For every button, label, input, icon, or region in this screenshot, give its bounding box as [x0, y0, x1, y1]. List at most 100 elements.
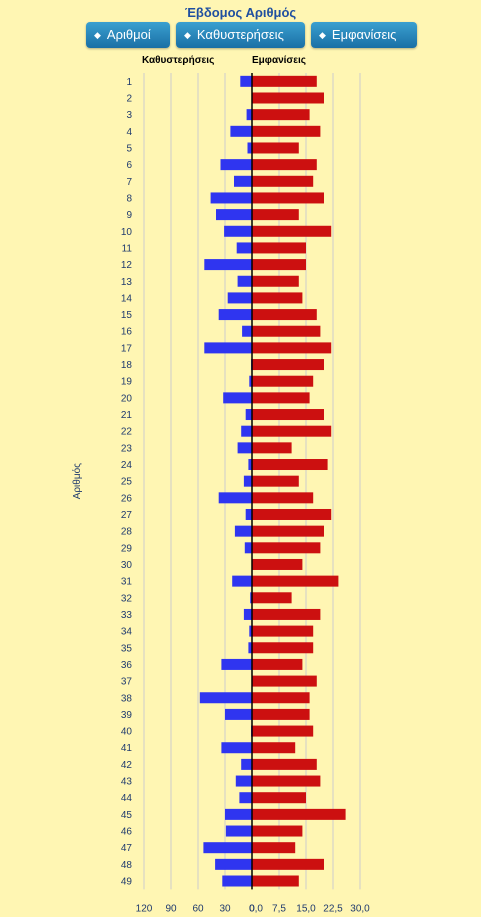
appearances-button-label: Εμφανίσεις [331, 27, 397, 42]
appearance-bar [252, 525, 324, 537]
appearance-bar [252, 758, 317, 770]
category-label: 12 [121, 260, 133, 271]
delay-bar [204, 259, 252, 271]
appearances-button[interactable]: ◆ Εμφανίσεις [311, 22, 417, 48]
delay-bar [199, 692, 252, 704]
category-label: 37 [121, 677, 133, 688]
category-label: 23 [121, 443, 133, 454]
appearance-bar [252, 775, 321, 787]
delay-bar [244, 542, 252, 554]
category-label: 48 [121, 860, 133, 871]
sort-icon: ◆ [184, 30, 191, 40]
delay-bar [248, 459, 252, 471]
category-label: 22 [121, 427, 133, 438]
appearance-bar [252, 808, 346, 820]
delay-bar [210, 192, 252, 204]
x-tick-label: 90 [165, 903, 177, 914]
appearance-bar [252, 92, 324, 104]
delay-bar [203, 842, 252, 854]
delay-bar [230, 125, 252, 137]
delay-bar [241, 758, 252, 770]
appearance-bar [252, 209, 299, 221]
category-label: 11 [122, 243, 133, 254]
delay-bar [241, 425, 252, 437]
appearance-bar [252, 175, 314, 187]
appearance-bar [252, 642, 314, 654]
category-label: 43 [121, 777, 133, 788]
category-label: 8 [126, 193, 132, 204]
delay-bar [250, 592, 252, 604]
appearance-bar [252, 475, 299, 487]
appearance-bar [252, 409, 324, 421]
delay-bar [247, 142, 252, 154]
delays-series-label: Καθυστερήσεις [142, 55, 215, 66]
appearance-bar [252, 442, 292, 454]
category-label: 34 [121, 627, 133, 638]
delay-bar [218, 492, 252, 504]
numbers-button[interactable]: ◆ Αριθμοί [86, 22, 170, 48]
category-label: 21 [121, 410, 133, 421]
delay-bar [221, 742, 252, 754]
appearance-bar [252, 325, 321, 337]
appearance-bar [252, 192, 324, 204]
appearance-bar [252, 625, 314, 637]
category-label: 35 [121, 643, 133, 654]
category-label: 4 [126, 127, 132, 138]
delay-bar [218, 309, 252, 321]
x-tick-label: 0 [249, 903, 255, 914]
delay-bar [239, 792, 252, 804]
appearance-bar [252, 608, 321, 620]
category-label: 18 [121, 360, 133, 371]
category-label: 10 [121, 227, 133, 238]
numbers-button-label: Αριθμοί [106, 27, 151, 42]
appearance-bar [252, 159, 317, 171]
delay-bar [237, 442, 252, 454]
category-label: 31 [121, 577, 133, 588]
category-label: 46 [121, 827, 133, 838]
x-tick-label: 30,0 [350, 903, 370, 914]
category-label: 24 [121, 460, 133, 471]
appearance-bar [252, 425, 332, 437]
category-label: 15 [121, 310, 133, 321]
delay-bar [220, 159, 252, 171]
delay-bar [234, 175, 252, 187]
appearance-bar [252, 109, 310, 121]
appearance-bar [252, 259, 306, 271]
category-label: 16 [121, 327, 133, 338]
appearance-bar [252, 725, 314, 737]
appearance-bar [252, 875, 299, 887]
appearance-bar [252, 575, 339, 587]
appearance-bar [252, 242, 306, 254]
appearance-bar [252, 592, 292, 604]
category-label: 20 [121, 393, 133, 404]
appearance-bar [252, 792, 306, 804]
appearance-bar [252, 658, 303, 670]
delay-bar [236, 242, 252, 254]
category-label: 3 [126, 110, 132, 121]
appearance-bar [252, 375, 314, 387]
category-label: 2 [126, 93, 132, 104]
category-label: 27 [121, 510, 133, 521]
category-label: 28 [121, 527, 133, 538]
delay-bar [249, 375, 252, 387]
category-label: 30 [121, 560, 133, 571]
appearance-bar [252, 558, 303, 570]
delays-button[interactable]: ◆ Καθυστερήσεις [176, 22, 305, 48]
x-tick-label: 60 [192, 903, 204, 914]
delay-bar [237, 275, 252, 287]
category-label: 1 [126, 77, 132, 88]
category-label: 44 [121, 793, 133, 804]
delay-bar [243, 608, 252, 620]
category-label: 6 [126, 160, 132, 171]
delay-bar [225, 825, 252, 837]
category-label: 7 [126, 177, 132, 188]
delay-bar [204, 342, 252, 354]
appearance-bar [252, 692, 310, 704]
appearance-bar [252, 359, 324, 371]
category-label: 38 [121, 693, 133, 704]
category-label: 47 [121, 843, 133, 854]
x-tick-label: 30 [219, 903, 231, 914]
sort-icon: ◆ [94, 30, 101, 40]
appearance-bar [252, 508, 332, 520]
